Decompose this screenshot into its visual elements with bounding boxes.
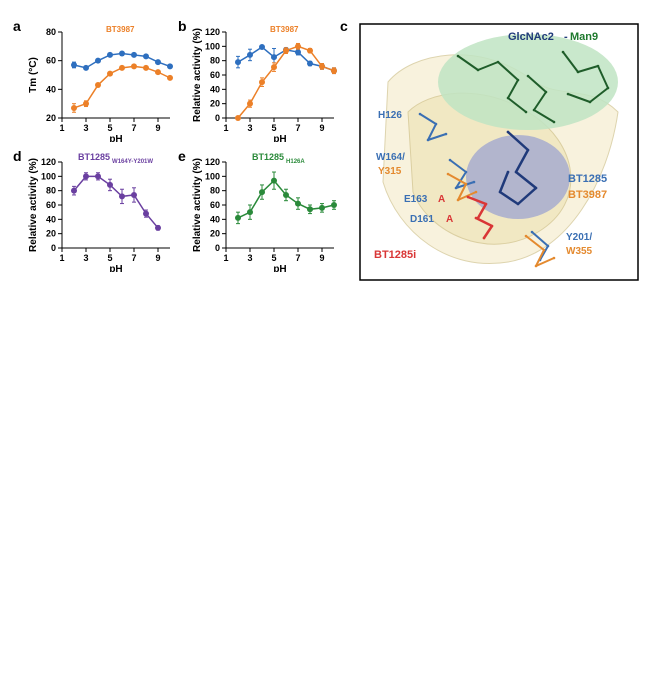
svg-text:BT1285W164Y-Y201W: BT1285W164Y-Y201W — [78, 152, 153, 165]
svg-text:Y201/: Y201/ — [566, 232, 592, 243]
svg-text:7: 7 — [295, 253, 300, 263]
svg-text:3: 3 — [247, 123, 252, 133]
panel-d-svg: 0 20 40 60 80 100 120 1 3 5 7 9 pH Relative activity … — [28, 152, 178, 272]
svg-text:pH: pH — [109, 134, 122, 142]
svg-text:9: 9 — [155, 123, 160, 133]
svg-text:pH: pH — [273, 134, 286, 142]
panel-letter-d: d — [13, 148, 22, 164]
svg-text:GlcNAc2: GlcNAc2 — [508, 31, 554, 43]
panel-c: GlcNAc2-Man9 H126 W164/Y315 E163 A D161 A BT128… — [358, 22, 640, 282]
svg-text:7: 7 — [295, 123, 300, 133]
svg-text:pH: pH — [109, 264, 122, 272]
svg-text:60: 60 — [46, 200, 56, 210]
panel-a: 20 40 60 80 1 3 5 7 9 pH Tm (°C) BT1285BT3987 — [28, 22, 178, 142]
svg-text:100: 100 — [41, 171, 56, 181]
svg-text:-: - — [564, 31, 568, 43]
svg-text:3: 3 — [83, 123, 88, 133]
panel-letter-b: b — [178, 18, 187, 34]
svg-text:BT1285: BT1285 — [106, 22, 135, 24]
svg-text:100: 100 — [205, 171, 220, 181]
svg-text:120: 120 — [205, 157, 220, 167]
svg-text:BT1285: BT1285 — [270, 22, 299, 24]
svg-text:80: 80 — [210, 56, 220, 66]
svg-text:0: 0 — [51, 243, 56, 253]
svg-text:1: 1 — [223, 123, 228, 133]
svg-text:80: 80 — [46, 186, 56, 196]
svg-text:D161: D161 — [410, 214, 434, 225]
svg-text:80: 80 — [46, 27, 56, 37]
svg-text:Y315: Y315 — [378, 166, 402, 177]
svg-text:9: 9 — [319, 253, 324, 263]
svg-text:BT1285: BT1285 — [568, 173, 607, 185]
svg-text:0: 0 — [215, 243, 220, 253]
svg-text:BT1285i: BT1285i — [374, 249, 416, 261]
svg-text:BT3987: BT3987 — [106, 25, 135, 34]
svg-text:3: 3 — [83, 253, 88, 263]
svg-text:1: 1 — [59, 123, 64, 133]
svg-text:W164/: W164/ — [376, 152, 405, 163]
svg-text:A: A — [446, 214, 453, 225]
svg-text:pH: pH — [273, 264, 286, 272]
svg-text:5: 5 — [271, 253, 276, 263]
svg-text:3: 3 — [247, 253, 252, 263]
svg-text:9: 9 — [319, 123, 324, 133]
svg-text:7: 7 — [131, 123, 136, 133]
panel-c-svg: GlcNAc2-Man9 H126 W164/Y315 E163 A D161 A BT128… — [358, 22, 640, 282]
svg-text:5: 5 — [107, 253, 112, 263]
svg-text:20: 20 — [46, 113, 56, 123]
svg-text:Man9: Man9 — [570, 31, 598, 43]
svg-text:BT1285H126A: BT1285H126A — [252, 152, 305, 165]
svg-text:80: 80 — [210, 186, 220, 196]
svg-text:40: 40 — [210, 214, 220, 224]
svg-text:20: 20 — [210, 229, 220, 239]
svg-text:7: 7 — [131, 253, 136, 263]
svg-text:BT3987: BT3987 — [568, 189, 607, 201]
svg-text:BT3987: BT3987 — [270, 25, 299, 34]
panel-e: 0 20 40 60 80 100 120 1 3 5 7 9 pH Relative activity … — [192, 152, 342, 272]
svg-text:40: 40 — [46, 84, 56, 94]
svg-text:Relative activity (%): Relative activity (%) — [192, 158, 203, 252]
svg-text:120: 120 — [41, 157, 56, 167]
svg-text:W355: W355 — [566, 246, 593, 257]
figure-panel-container: a b c d e 2040608013579pHTm (°C)BT1285BT… — [0, 0, 653, 695]
panel-letter-e: e — [178, 148, 186, 164]
svg-text:5: 5 — [271, 123, 276, 133]
svg-text:40: 40 — [210, 84, 220, 94]
svg-text:1: 1 — [59, 253, 64, 263]
svg-text:20: 20 — [210, 99, 220, 109]
svg-text:100: 100 — [205, 41, 220, 51]
panel-e-svg: 0 20 40 60 80 100 120 1 3 5 7 9 pH Relative activity … — [192, 152, 342, 272]
svg-text:9: 9 — [155, 253, 160, 263]
svg-text:5: 5 — [107, 123, 112, 133]
svg-text:60: 60 — [210, 70, 220, 80]
svg-text:0: 0 — [215, 113, 220, 123]
panel-letter-a: a — [13, 18, 21, 34]
svg-text:H126: H126 — [378, 110, 402, 121]
svg-text:1: 1 — [223, 253, 228, 263]
panel-d: 0 20 40 60 80 100 120 1 3 5 7 9 pH Relative activity … — [28, 152, 178, 272]
svg-text:20: 20 — [46, 229, 56, 239]
panel-b: 0 20 40 60 80 100 120 1 3 5 7 9 pH Relative activity … — [192, 22, 342, 142]
svg-text:Relative activity (%): Relative activity (%) — [28, 158, 39, 252]
svg-text:Relative activity (%): Relative activity (%) — [192, 28, 203, 122]
svg-text:A: A — [438, 194, 445, 205]
svg-text:120: 120 — [205, 27, 220, 37]
svg-text:E163: E163 — [404, 194, 428, 205]
svg-text:40: 40 — [46, 214, 56, 224]
svg-text:Tm (°C): Tm (°C) — [28, 57, 39, 93]
panel-a-svg: 20 40 60 80 1 3 5 7 9 pH Tm (°C) BT1285BT3987 — [28, 22, 178, 142]
svg-text:60: 60 — [46, 56, 56, 66]
panel-b-svg: 0 20 40 60 80 100 120 1 3 5 7 9 pH Relative activity … — [192, 22, 342, 142]
svg-text:60: 60 — [210, 200, 220, 210]
